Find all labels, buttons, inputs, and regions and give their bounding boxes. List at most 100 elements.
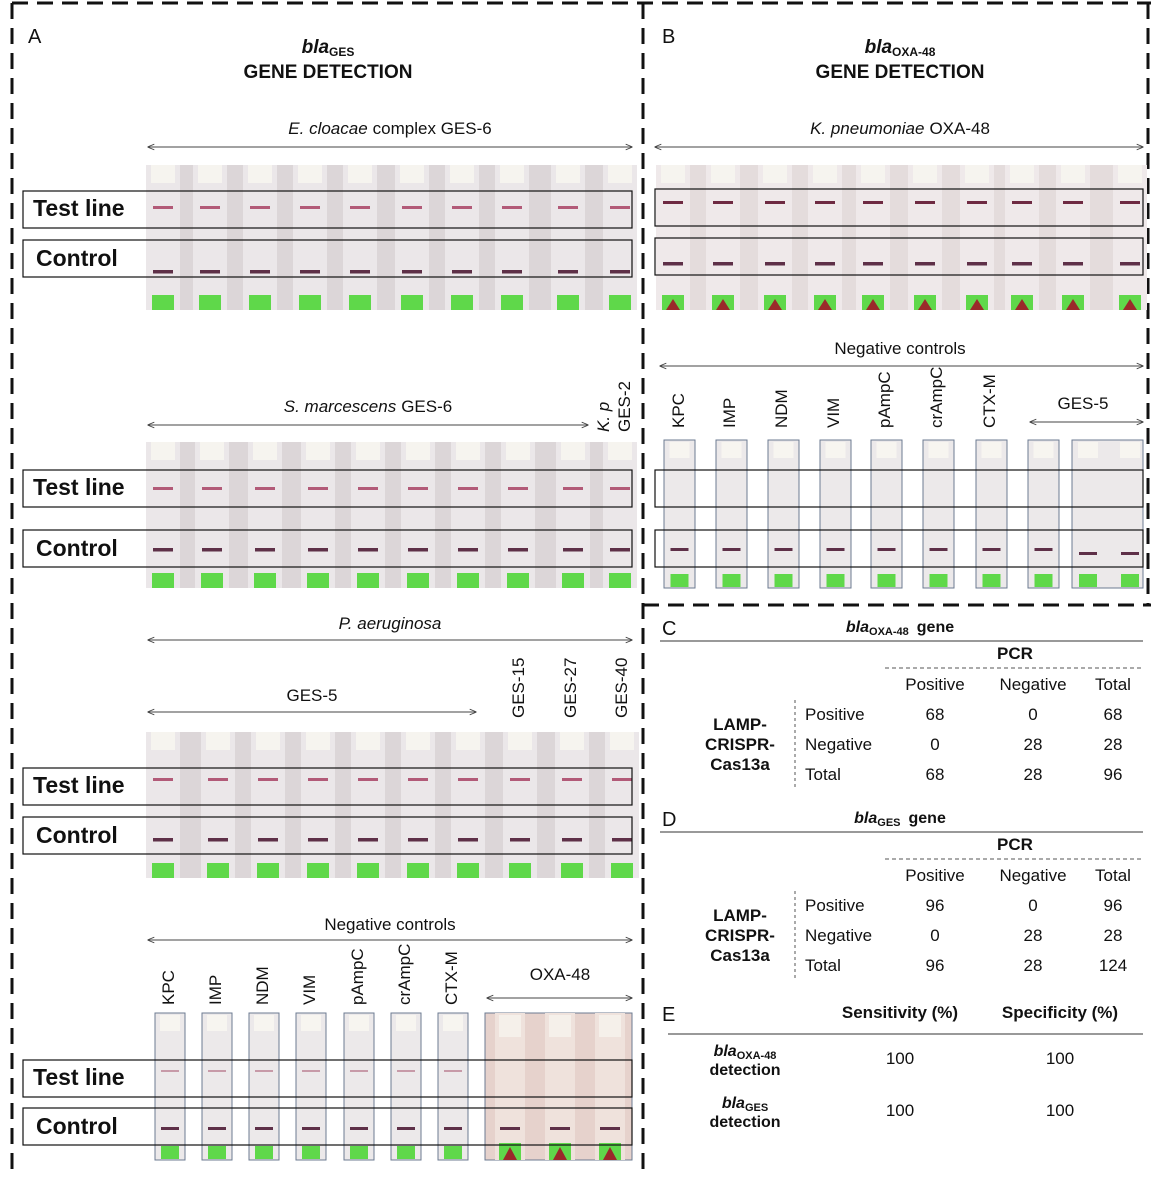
- text-part: Positive: [805, 705, 865, 724]
- strip: [343, 165, 377, 310]
- test-band: [308, 778, 328, 781]
- test-band: [915, 201, 935, 204]
- cell: 68: [1104, 705, 1123, 724]
- row-group: CRISPR-: [705, 926, 775, 945]
- control-band: [1079, 552, 1097, 555]
- strip-cap: [356, 442, 380, 460]
- control-band: [200, 270, 220, 274]
- text-part: 96: [1104, 896, 1123, 915]
- strip-cap: [306, 732, 330, 750]
- lane-label: crAmpC: [927, 367, 946, 428]
- strip-pad: [1035, 574, 1053, 587]
- strip-pad: [611, 863, 633, 878]
- control-band: [1012, 262, 1032, 266]
- strip-pad: [444, 1146, 462, 1159]
- text-part: PCR: [997, 644, 1033, 663]
- text-part: GES: [877, 817, 900, 829]
- control-band: [255, 1127, 273, 1130]
- lane-label: crAmpC: [395, 944, 414, 1005]
- strip-pad: [307, 573, 329, 588]
- row-group: CRISPR-: [705, 735, 775, 754]
- strip-pad: [1121, 574, 1139, 587]
- control-band: [775, 548, 793, 551]
- test-band: [255, 487, 275, 490]
- strain-label: Negative controls: [324, 915, 455, 934]
- cell: 100: [1046, 1049, 1074, 1068]
- text-part: Negative: [999, 866, 1066, 885]
- strip-pad: [930, 574, 948, 587]
- strip: [243, 165, 277, 310]
- lane-label: VIM: [824, 398, 843, 428]
- strain-label: K. pneumoniae OXA-48: [810, 119, 990, 138]
- strip: [301, 442, 335, 588]
- group-label: OXA-48: [530, 965, 590, 984]
- text-part: D: [662, 809, 676, 831]
- strip-cap: [356, 732, 380, 750]
- text-part: CRISPR-: [705, 735, 775, 754]
- control-band: [713, 262, 733, 266]
- text-part: 28: [1024, 926, 1043, 945]
- strip-cap: [608, 442, 632, 460]
- control-band: [402, 270, 422, 274]
- test-band: [350, 206, 370, 209]
- table-title: blaGESgene: [854, 810, 946, 829]
- strip-cap: [861, 165, 885, 183]
- text-part: B: [662, 26, 675, 48]
- strip-frame: [768, 440, 799, 588]
- strip-cap: [248, 165, 272, 183]
- text-part: Positive: [905, 675, 965, 694]
- text-part: OXA-48: [929, 119, 989, 138]
- control-band: [500, 1127, 520, 1130]
- text-part: bla: [302, 37, 330, 58]
- strip-cap: [200, 442, 224, 460]
- text-part: bla: [854, 810, 877, 827]
- strip: [451, 442, 485, 588]
- text-part: Control: [36, 245, 118, 271]
- test-band: [358, 778, 378, 781]
- text-part: GES-2: [615, 381, 634, 432]
- lane-label: GES-27: [561, 658, 580, 718]
- cell: 100: [886, 1101, 914, 1120]
- control-band: [562, 838, 582, 842]
- control-band: [258, 838, 278, 842]
- text-part: 28: [1104, 926, 1123, 945]
- strain-label: K. pGES-2: [594, 381, 634, 432]
- control-band: [915, 262, 935, 266]
- text-part: 96: [926, 956, 945, 975]
- text-part: Test line: [33, 772, 125, 798]
- test-line-label: Test line: [33, 474, 125, 500]
- cell: 0: [1028, 705, 1037, 724]
- strip: [501, 442, 535, 588]
- control-band: [397, 1127, 415, 1130]
- panel-letter: A: [28, 26, 42, 48]
- strip-pad: [152, 863, 174, 878]
- test-band: [458, 778, 478, 781]
- text-part: Total: [805, 765, 841, 784]
- control-band: [983, 548, 1001, 551]
- column-header: Positive: [905, 675, 965, 694]
- column-header: Total: [1095, 675, 1131, 694]
- cell: 28: [1024, 926, 1043, 945]
- text-part: VIM: [300, 975, 319, 1005]
- strip-pad: [249, 295, 271, 310]
- strip-cap: [151, 442, 175, 460]
- control-band: [765, 262, 785, 266]
- panel-letter: B: [662, 26, 675, 48]
- figure: AblaGESGENE DETECTIONE. cloacaecomplex G…: [0, 0, 1151, 1178]
- strip-pad: [457, 863, 479, 878]
- control-band: [452, 270, 472, 274]
- column-group: PCR: [997, 835, 1033, 854]
- column-group: PCR: [997, 644, 1033, 663]
- strip-cap: [711, 165, 735, 183]
- control-band: [502, 270, 522, 274]
- text-part: K. pneumoniae: [810, 119, 924, 138]
- row-header: Negative: [805, 926, 872, 945]
- text-part: Negative: [999, 675, 1066, 694]
- test-line-label: Test line: [33, 195, 125, 221]
- strip-pad: [401, 295, 423, 310]
- text-part: 68: [926, 705, 945, 724]
- row-header: detection: [709, 1114, 780, 1131]
- text-part: CTX-M: [980, 374, 999, 428]
- strip-cap: [774, 442, 794, 458]
- text-part: GES: [745, 1102, 768, 1114]
